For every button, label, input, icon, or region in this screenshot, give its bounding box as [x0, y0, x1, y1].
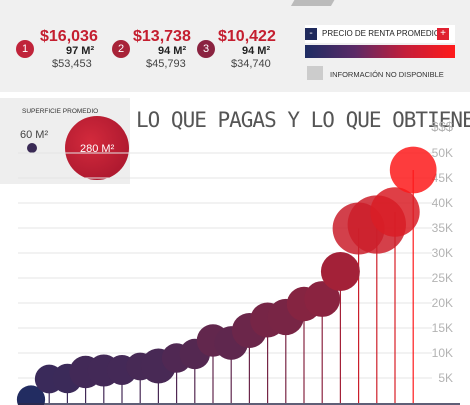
rank-2-area: 94 M²	[158, 45, 187, 57]
data-bubble[interactable]	[389, 146, 437, 194]
legend-plus-icon: +	[437, 28, 449, 40]
rank-3-price: $10,422	[218, 28, 276, 45]
rank-1-area: 97 M²	[66, 45, 95, 57]
rank-1-sub: $53,453	[52, 58, 92, 70]
data-bubble[interactable]	[304, 281, 341, 317]
legend-gradient-bar	[305, 45, 455, 58]
rank-2-sub: $45,793	[146, 58, 186, 70]
rank-3-area: 94 M²	[242, 45, 271, 57]
size-legend-title: SUPERFICIE PROMEDIO	[22, 108, 99, 115]
legend-na-swatch	[307, 66, 323, 80]
y-tick-label: 40K	[432, 196, 453, 210]
rank-2-price: $13,738	[133, 28, 191, 45]
y-tick-label: 45K	[432, 171, 453, 185]
legend-na-label: INFORMACIÓN NO DISPONIBLE	[330, 70, 444, 79]
rank-1-price: $16,036	[40, 28, 98, 45]
size-legend-small-label: 60 M²	[20, 129, 48, 141]
data-bubble[interactable]	[320, 252, 360, 291]
y-tick-label: 30K	[432, 246, 453, 260]
y-tick-label: 5K	[438, 371, 453, 385]
legend-title: PRECIO DE RENTA PROMEDIO	[322, 29, 441, 38]
size-legend-small-bubble	[27, 143, 37, 153]
rank-1-circle: 1	[16, 40, 34, 58]
y-tick-label: 10K	[432, 346, 453, 360]
y-tick-label: 20K	[432, 296, 453, 310]
y-tick-label: 50K	[432, 146, 453, 160]
data-bubble[interactable]	[370, 187, 420, 237]
size-legend-big-bubble	[65, 116, 129, 180]
legend-title-box	[305, 25, 455, 43]
bubbles	[16, 146, 437, 405]
y-axis-ticks: $$$ 5K 10K 15K 20K 25K 30K 35K 40K 45K 50K	[431, 119, 453, 385]
y-axis-unit-label: $$$	[431, 119, 453, 134]
y-tick-label: 25K	[432, 271, 453, 285]
y-tick-label: 35K	[432, 221, 453, 235]
rank-3-sub: $34,740	[231, 58, 271, 70]
data-bubble[interactable]	[16, 385, 46, 405]
y-tick-label: 15K	[432, 321, 453, 335]
rank-3-circle: 3	[197, 40, 215, 58]
chart-title: LO QUE PAGAS Y LO QUE OBTIENES	[136, 108, 470, 132]
rank-2-circle: 2	[112, 40, 130, 58]
legend-minus-icon: -	[305, 28, 317, 40]
size-legend-big-label: 280 M²	[80, 143, 115, 155]
